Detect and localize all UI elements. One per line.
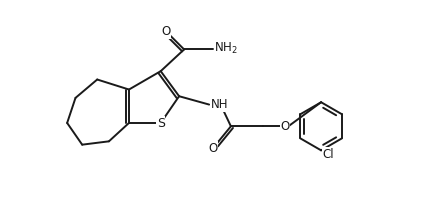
Text: O: O <box>281 120 289 133</box>
Text: NH$_2$: NH$_2$ <box>214 41 238 56</box>
Text: Cl: Cl <box>323 148 334 161</box>
Text: O: O <box>209 141 218 155</box>
Text: S: S <box>157 117 165 130</box>
Text: O: O <box>161 25 170 38</box>
Text: NH: NH <box>211 98 228 111</box>
